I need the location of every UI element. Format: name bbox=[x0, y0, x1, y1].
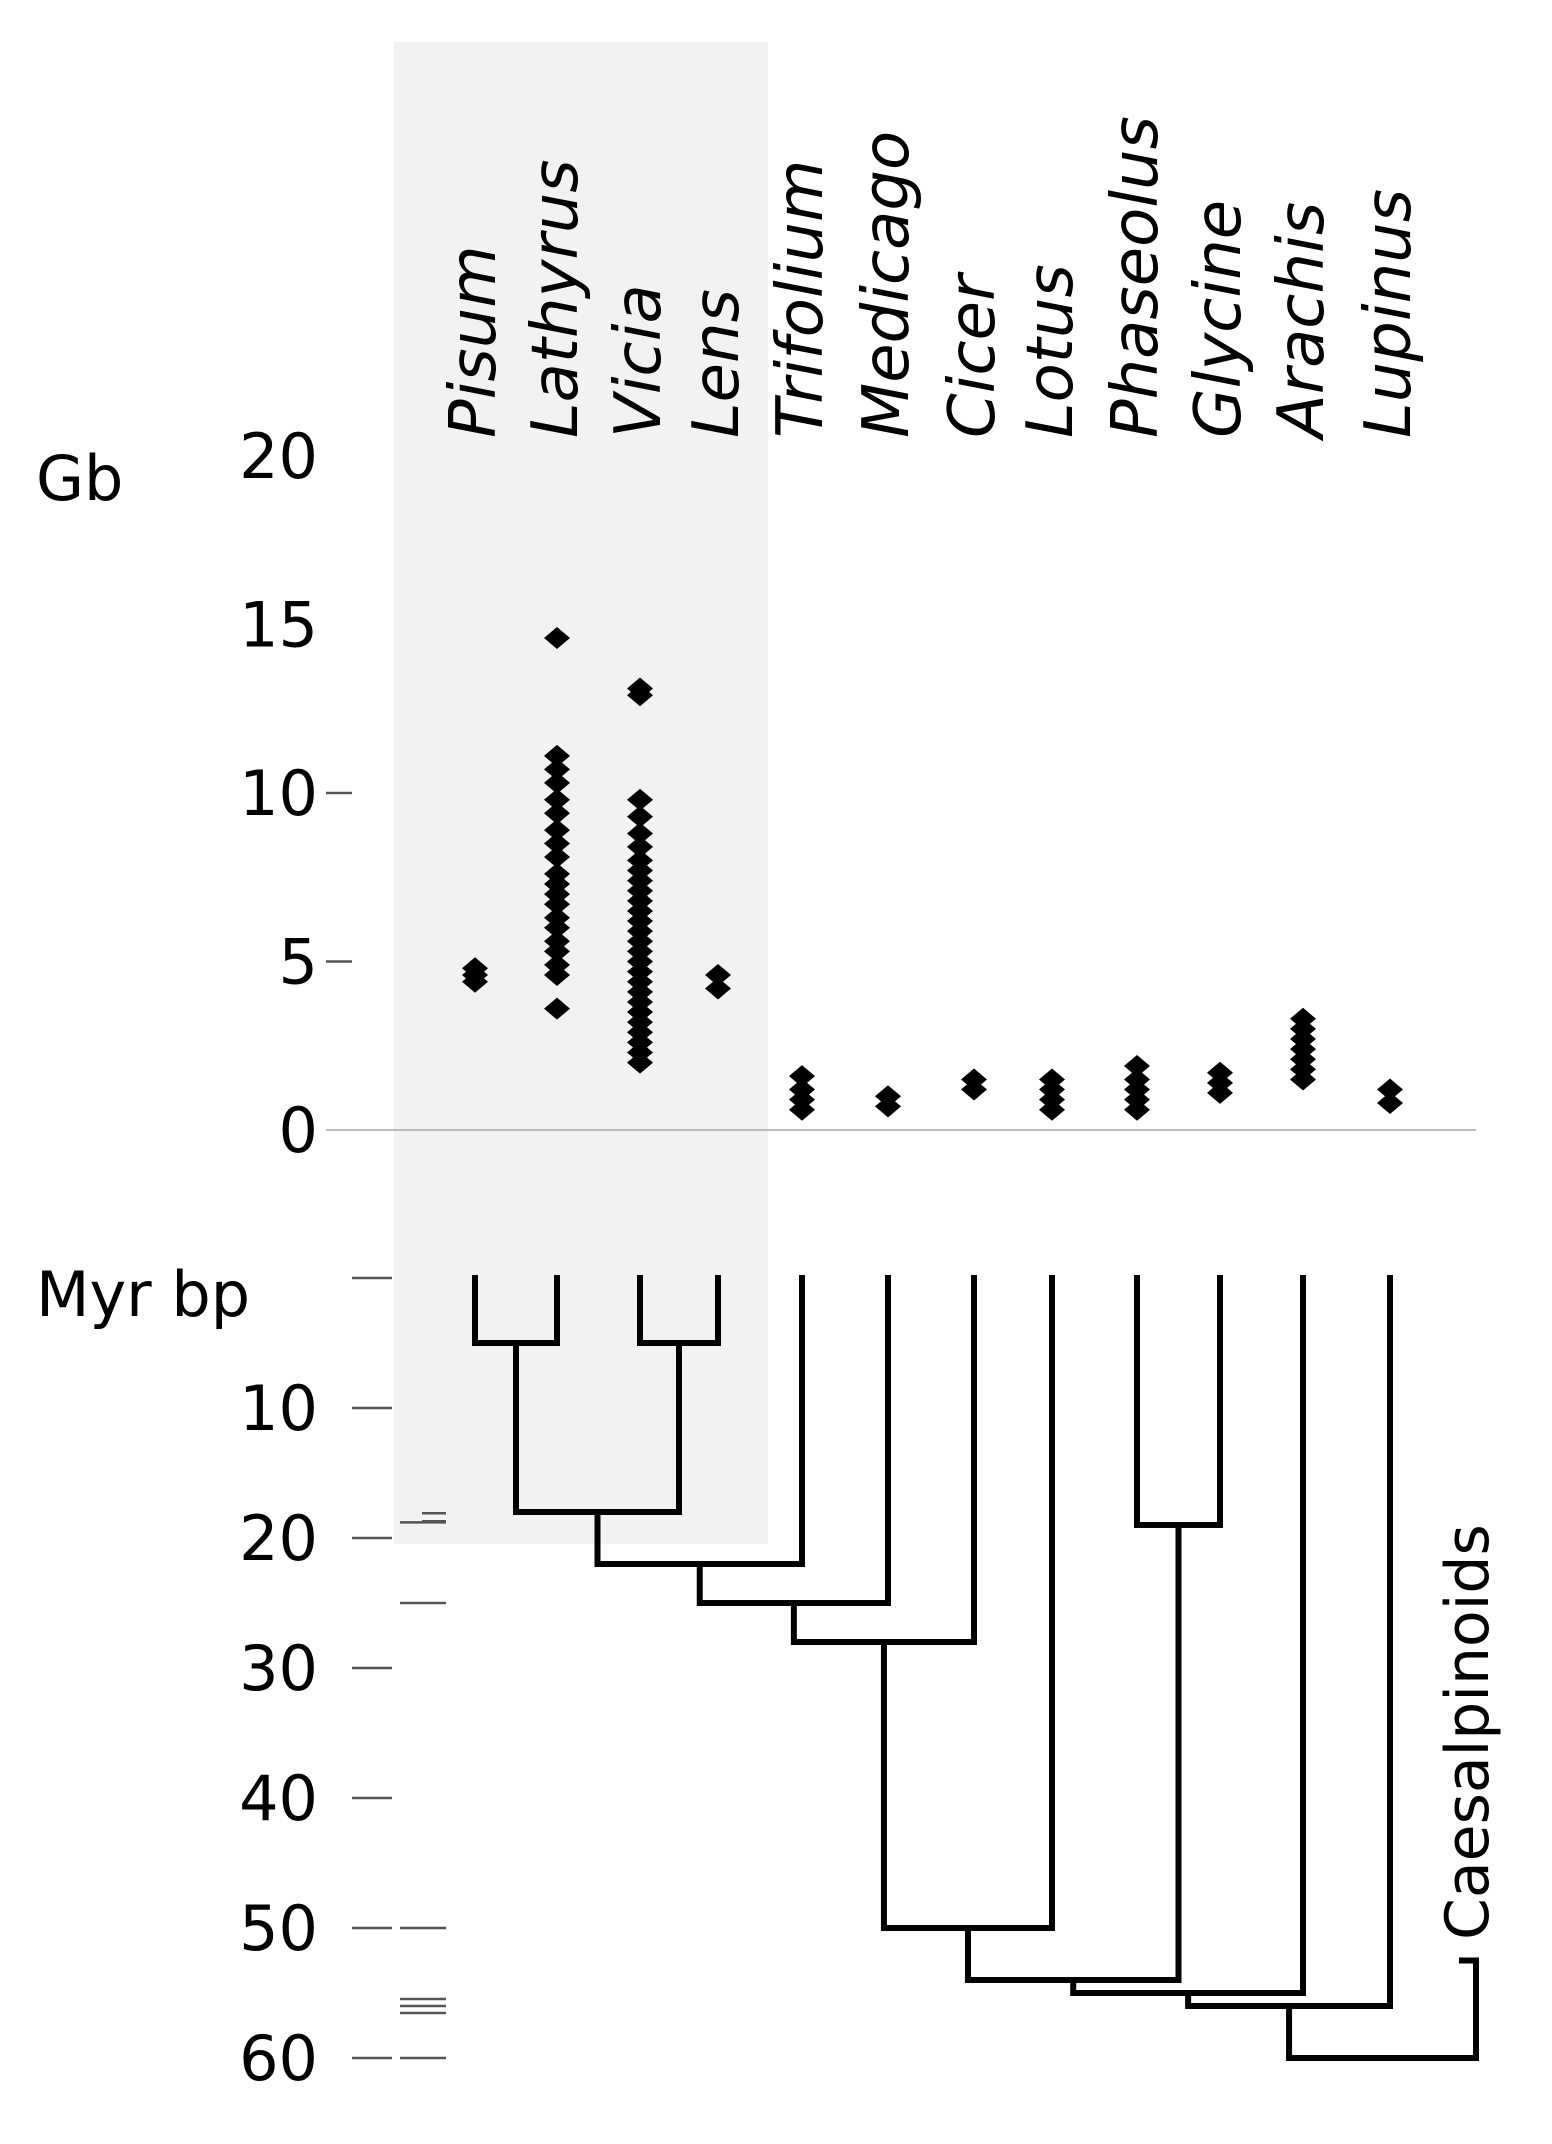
data-point-vicia-23 bbox=[627, 805, 653, 828]
data-point-medicago-1 bbox=[875, 1085, 901, 1108]
time-tick-label-30: 30 bbox=[239, 1632, 318, 1705]
data-point-glycine-2 bbox=[1207, 1061, 1233, 1084]
data-point-lathyrus-10 bbox=[544, 862, 570, 885]
data-point-lathyrus-11 bbox=[544, 846, 570, 869]
genus-label-phaseolus: Phaseolus bbox=[1099, 116, 1173, 438]
data-point-lupinus-0 bbox=[1377, 1092, 1403, 1115]
data-point-lens-1 bbox=[705, 963, 731, 986]
data-point-lathyrus-12 bbox=[544, 832, 570, 855]
outgroup-label-caesalpinoids: Caesalpinoids bbox=[1433, 1524, 1503, 1940]
genus-label-cicer: Cicer bbox=[936, 271, 1010, 438]
genus-label-lupinus: Lupinus bbox=[1352, 189, 1426, 438]
time-tick-label-40: 40 bbox=[239, 1762, 318, 1835]
data-point-vicia-21 bbox=[627, 835, 653, 858]
data-point-lathyrus-4 bbox=[544, 930, 570, 953]
data-point-lathyrus-6 bbox=[544, 906, 570, 929]
data-point-cicer-1 bbox=[961, 1068, 987, 1091]
data-point-lathyrus-16 bbox=[544, 771, 570, 794]
data-point-lathyrus-17 bbox=[544, 758, 570, 781]
data-point-lathyrus-2 bbox=[544, 953, 570, 976]
gb-tick-label-0: 0 bbox=[279, 1094, 318, 1167]
data-point-vicia-26 bbox=[627, 677, 653, 700]
genus-label-medicago: Medicago bbox=[850, 131, 924, 438]
genus-label-vicia: Vicia bbox=[602, 284, 676, 438]
gb-tick-label-10: 10 bbox=[239, 757, 318, 830]
data-point-vicia-22 bbox=[627, 822, 653, 845]
time-tick-label-50: 50 bbox=[239, 1892, 318, 1965]
data-point-lathyrus-18 bbox=[544, 744, 570, 767]
branch-caesalpinoids bbox=[1286, 1957, 1479, 2061]
time-tick-label-10: 10 bbox=[239, 1372, 318, 1445]
data-point-phaseolus-4 bbox=[1124, 1054, 1150, 1077]
branch-cicer bbox=[790, 1275, 977, 1645]
time-tick-label-60: 60 bbox=[239, 2022, 318, 2095]
genus-label-lotus: Lotus bbox=[1014, 264, 1088, 438]
data-point-pisum-2 bbox=[462, 957, 488, 980]
time-tick-label-20: 20 bbox=[239, 1502, 318, 1575]
branch-phaseolus-glycine bbox=[1134, 1275, 1223, 1528]
data-point-lupinus-1 bbox=[1377, 1078, 1403, 1101]
data-point-lathyrus-0 bbox=[544, 997, 570, 1020]
data-point-vicia-24 bbox=[627, 788, 653, 811]
branch-phaseoloids bbox=[964, 1522, 1182, 1983]
gb-tick-label-20: 20 bbox=[239, 420, 318, 493]
data-point-lathyrus-13 bbox=[544, 819, 570, 842]
data-point-lathyrus-14 bbox=[544, 802, 570, 825]
gb-axis-label: Gb bbox=[36, 442, 123, 515]
branch-arachis bbox=[1070, 1275, 1306, 1996]
data-point-lotus-3 bbox=[1039, 1068, 1065, 1091]
gb-tick-label-5: 5 bbox=[279, 926, 318, 999]
data-point-lens-0 bbox=[705, 977, 731, 1000]
data-point-trifolium-3 bbox=[789, 1065, 815, 1088]
highlight-region bbox=[394, 42, 768, 1544]
data-point-vicia-20 bbox=[627, 849, 653, 872]
genus-label-arachis: Arachis bbox=[1265, 202, 1339, 442]
data-point-arachis-6 bbox=[1290, 1007, 1316, 1030]
data-point-lathyrus-19 bbox=[544, 626, 570, 649]
data-point-trifolium-2 bbox=[789, 1078, 815, 1101]
genus-label-glycine: Glycine bbox=[1182, 200, 1256, 438]
data-point-phaseolus-3 bbox=[1124, 1068, 1150, 1091]
gb-tick-label-15: 15 bbox=[239, 589, 318, 662]
data-point-lathyrus-15 bbox=[544, 788, 570, 811]
genus-label-pisum: Pisum bbox=[437, 245, 511, 438]
genus-label-lathyrus: Lathyrus bbox=[519, 159, 593, 438]
genus-label-trifolium: Trifolium bbox=[764, 160, 838, 438]
branch-lotus bbox=[880, 1275, 1055, 1931]
genus-label-lens: Lens bbox=[680, 289, 754, 438]
time-axis-label: Myr bp bbox=[36, 1258, 250, 1331]
